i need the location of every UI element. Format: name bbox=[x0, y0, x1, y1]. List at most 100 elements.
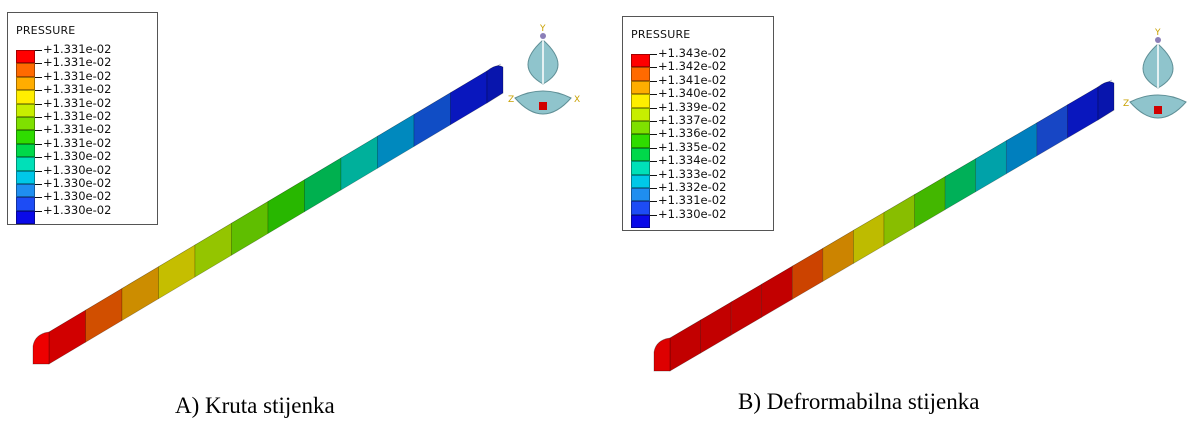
triad-y-dot bbox=[1155, 37, 1161, 43]
legend-swatch bbox=[16, 117, 35, 131]
legend-label: +1.331e-02 bbox=[43, 109, 112, 123]
legend-swatch bbox=[631, 67, 650, 81]
legend-label: +1.331e-02 bbox=[43, 82, 112, 97]
legend-swatch bbox=[631, 161, 650, 175]
legend-title: PRESSURE bbox=[631, 28, 691, 41]
legend-label: +1.334e-02 bbox=[658, 153, 727, 168]
legend-tick bbox=[35, 143, 42, 145]
legend-tick bbox=[35, 117, 42, 118]
legend-swatch bbox=[631, 201, 650, 215]
legend-row: +1.330e-02 bbox=[8, 203, 157, 225]
legend-swatch bbox=[631, 94, 650, 108]
triad-y-dot bbox=[540, 33, 546, 39]
legend-tick bbox=[35, 130, 42, 132]
beam-front-segment bbox=[231, 200, 269, 256]
beam-front-segment bbox=[669, 319, 701, 372]
legend-swatch bbox=[631, 107, 650, 121]
view-triad-icon: YZ bbox=[1123, 28, 1187, 119]
triad-z-label: Z bbox=[508, 95, 514, 105]
beam-front-segment bbox=[975, 140, 1007, 193]
view-triad-icon: Y Z X bbox=[508, 24, 580, 115]
legend-swatch bbox=[631, 80, 650, 95]
legend-tick bbox=[35, 63, 42, 65]
beam-end-cap bbox=[653, 337, 671, 372]
legend-tick bbox=[650, 201, 657, 203]
legend-tick bbox=[650, 121, 657, 122]
beam-front-segment bbox=[340, 135, 378, 191]
legend-swatch bbox=[631, 121, 650, 135]
beam-far-cap bbox=[486, 65, 504, 104]
beam-front-segment bbox=[730, 283, 763, 336]
legend-row: +1.330e-02 bbox=[623, 207, 773, 229]
legend-tick bbox=[650, 147, 657, 149]
legend-row: +1.332e-02 bbox=[623, 181, 773, 202]
legend-tick bbox=[650, 174, 657, 176]
legend-label: +1.335e-02 bbox=[658, 139, 727, 154]
legend-swatch bbox=[16, 184, 35, 198]
panel-deformable-wall: PRESSURE +1.343e-02 +1.342e-02 +1.341e-02 +… bbox=[595, 0, 1190, 435]
legend-label: +1.331e-02 bbox=[43, 95, 112, 110]
legend-swatch bbox=[16, 103, 35, 117]
legend-row: +1.336e-02 bbox=[623, 127, 773, 148]
caption: B) Defrormabilna stijenka bbox=[738, 389, 980, 414]
legend-row: +1.330e-02 bbox=[8, 190, 157, 211]
legend-label: +1.336e-02 bbox=[658, 126, 727, 141]
beam-front-segment bbox=[914, 176, 946, 229]
legend-swatch bbox=[631, 214, 650, 229]
beam-front-segment bbox=[791, 247, 824, 300]
legend-swatch bbox=[631, 134, 650, 148]
beam-front-segment bbox=[1067, 86, 1099, 139]
legend-label: +1.339e-02 bbox=[658, 99, 727, 114]
legend-tick bbox=[650, 134, 657, 136]
legend-label: +1.343e-02 bbox=[658, 46, 727, 60]
legend-swatch bbox=[631, 147, 650, 162]
legend-label: +1.331e-02 bbox=[43, 122, 112, 137]
legend-swatch bbox=[631, 174, 650, 188]
legend-tick bbox=[35, 76, 42, 78]
beam-contour-plot bbox=[32, 63, 504, 365]
legend-label: +1.330e-02 bbox=[43, 202, 112, 217]
legend-swatch bbox=[631, 188, 650, 202]
legend-swatch bbox=[16, 90, 35, 104]
legend-swatch bbox=[16, 157, 35, 171]
legend-tick bbox=[35, 157, 42, 159]
legend-row: +1.331e-02 bbox=[8, 69, 157, 91]
triad-origin-marker bbox=[539, 102, 547, 110]
legend-label: +1.332e-02 bbox=[658, 180, 727, 194]
pressure-legend: PRESSURE +1.331e-02 +1.331e-02 +1.331e-02 +… bbox=[7, 12, 158, 225]
beam-end-cap bbox=[32, 331, 50, 365]
legend-label: +1.337e-02 bbox=[658, 113, 727, 127]
beam-front-segment bbox=[1005, 122, 1038, 175]
legend-row: +1.330e-02 bbox=[8, 163, 157, 184]
legend-row: +1.335e-02 bbox=[623, 140, 773, 162]
legend-label: +1.330e-02 bbox=[43, 149, 112, 164]
triad-y-label: Y bbox=[539, 24, 546, 34]
legend-label: +1.330e-02 bbox=[658, 206, 727, 221]
legend-label: +1.331e-02 bbox=[43, 42, 112, 56]
legend-label: +1.341e-02 bbox=[658, 72, 727, 87]
legend-swatch bbox=[631, 54, 650, 68]
beam-front-segment bbox=[304, 157, 342, 213]
legend-tick bbox=[650, 54, 657, 55]
beam-front-segment bbox=[944, 158, 977, 211]
legend-swatch bbox=[16, 76, 35, 91]
triad-z-label: Z bbox=[1123, 99, 1129, 109]
triad-y-label: Y bbox=[1154, 28, 1161, 38]
beam-front-segment bbox=[48, 309, 86, 365]
beam-front-segment bbox=[85, 287, 123, 343]
legend-row: +1.334e-02 bbox=[623, 154, 773, 175]
legend-row: +1.337e-02 bbox=[623, 114, 773, 135]
beam-front-segment bbox=[158, 244, 196, 300]
legend-swatch bbox=[16, 197, 35, 211]
beam-front-segment bbox=[450, 70, 488, 126]
legend-label: +1.330e-02 bbox=[43, 176, 112, 190]
legend-label: +1.333e-02 bbox=[658, 166, 727, 181]
legend-tick bbox=[650, 188, 657, 189]
beam-front-segment bbox=[194, 222, 232, 278]
legend-tick bbox=[35, 50, 42, 51]
legend-tick bbox=[650, 94, 657, 96]
legend-swatch bbox=[16, 210, 35, 225]
triad-x-label: X bbox=[574, 95, 580, 105]
legend-label: +1.331e-02 bbox=[43, 135, 112, 150]
legend-row: +1.339e-02 bbox=[623, 100, 773, 121]
